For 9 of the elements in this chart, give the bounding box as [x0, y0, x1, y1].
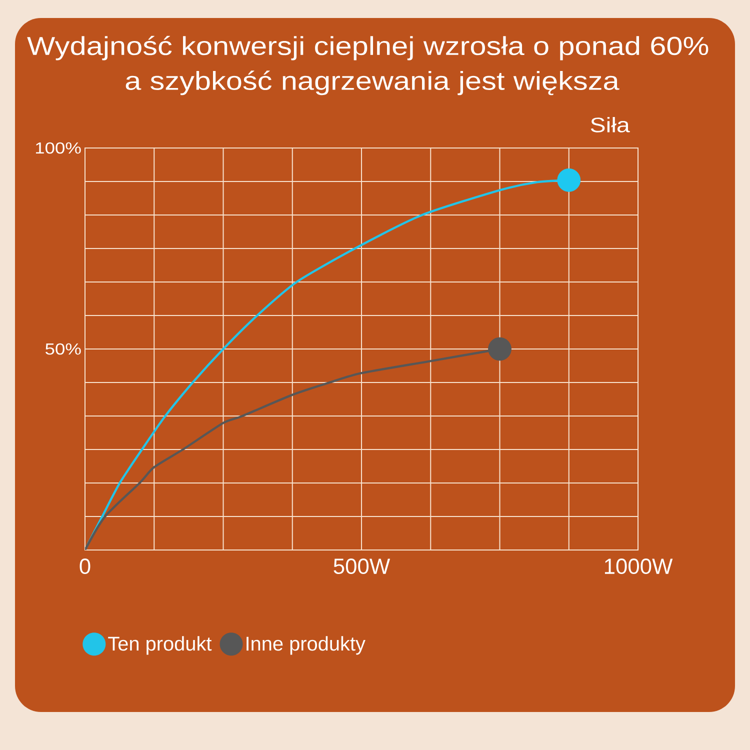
y-tick-label: 100%	[36, 142, 81, 154]
y-tick-label: 50%	[46, 343, 81, 355]
legend-label: Inne produkty	[246, 636, 366, 655]
x-tick-label: 500W	[334, 558, 390, 574]
x-tick-label: 1000W	[604, 558, 673, 574]
chart-title: Wydajność konwersji cieplnej wzrosła o ponad 60% a szybkość nagrzewania jest większa	[27, 36, 708, 96]
x-axis-title: Siła	[590, 117, 630, 132]
legend-label: Ten produkt	[108, 636, 212, 655]
x-tick-label: 0	[80, 558, 90, 574]
